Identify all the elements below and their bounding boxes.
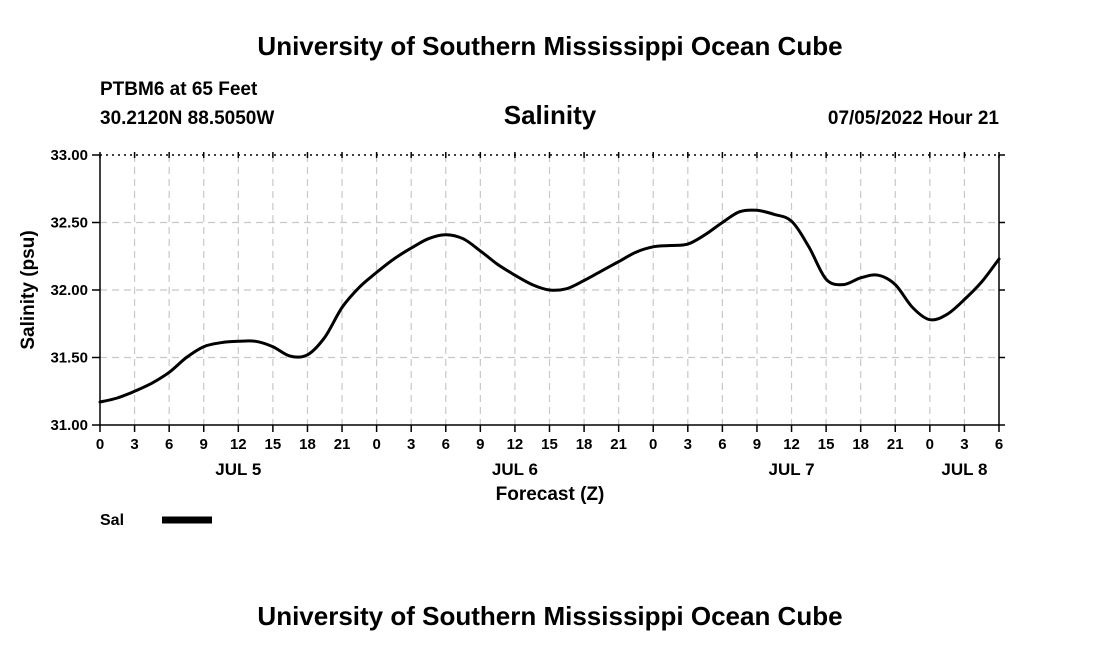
y-tick-label: 31.00	[50, 417, 88, 434]
x-tick-label: 3	[130, 436, 138, 453]
page-title: University of Southern Mississippi Ocean…	[257, 31, 842, 61]
y-tick-label: 32.00	[50, 282, 88, 299]
chart-title: Salinity	[504, 100, 597, 130]
x-tick-label: 12	[507, 436, 524, 453]
x-tick-label: 18	[299, 436, 316, 453]
x-axis-ticks: 0 3 6 9 12 15 18 21 0 3 6 9 12 15 18 21 0 3 6 9 12 15 18 21 0 3 6	[96, 152, 1003, 453]
date-label: JUL 8	[941, 460, 987, 479]
x-tick-label: 15	[818, 436, 835, 453]
x-tick-label: 9	[476, 436, 484, 453]
date-label: JUL 5	[215, 460, 261, 479]
x-tick-label: 0	[372, 436, 380, 453]
x-tick-label: 18	[576, 436, 593, 453]
x-axis-label: Forecast (Z)	[496, 484, 605, 505]
date-label: JUL 7	[769, 460, 815, 479]
footer-title: University of Southern Mississippi Ocean…	[257, 601, 842, 631]
legend: Sal	[100, 512, 212, 529]
x-tick-label: 9	[753, 436, 761, 453]
x-tick-label: 6	[995, 436, 1003, 453]
series-line-sal	[98, 208, 1001, 404]
x-tick-label: 21	[334, 436, 351, 453]
x-tick-label: 12	[783, 436, 800, 453]
x-tick-label: 18	[852, 436, 869, 453]
forecast-timestamp: 07/05/2022 Hour 21	[828, 108, 1000, 129]
x-tick-label: 0	[649, 436, 657, 453]
x-tick-label: 12	[230, 436, 247, 453]
x-tick-label: 21	[610, 436, 627, 453]
x-tick-label: 3	[407, 436, 415, 453]
x-tick-label: 15	[265, 436, 282, 453]
x-tick-label: 3	[684, 436, 692, 453]
x-tick-label: 0	[926, 436, 934, 453]
coordinates-label: 30.2120N 88.5050W	[100, 108, 274, 129]
series-layer	[98, 208, 1001, 404]
y-tick-label: 31.50	[50, 350, 88, 367]
x-tick-label: 6	[442, 436, 450, 453]
x-tick-label: 3	[960, 436, 968, 453]
y-axis-label: Salinity (psu)	[18, 230, 39, 349]
x-tick-label: 9	[200, 436, 208, 453]
x-tick-label: 0	[96, 436, 104, 453]
station-label: PTBM6 at 65 Feet	[100, 79, 258, 100]
y-tick-label: 32.50	[50, 215, 88, 232]
y-axis-ticks: 31.00 31.50 32.00 32.50 33.00	[50, 147, 1005, 434]
x-tick-label: 15	[541, 436, 558, 453]
date-label: JUL 6	[492, 460, 538, 479]
date-labels: JUL 5 JUL 6 JUL 7 JUL 8	[215, 460, 987, 479]
x-tick-label: 21	[887, 436, 904, 453]
y-tick-label: 33.00	[50, 147, 88, 164]
x-tick-label: 6	[718, 436, 726, 453]
legend-label-sal: Sal	[100, 512, 124, 529]
x-tick-label: 6	[165, 436, 173, 453]
